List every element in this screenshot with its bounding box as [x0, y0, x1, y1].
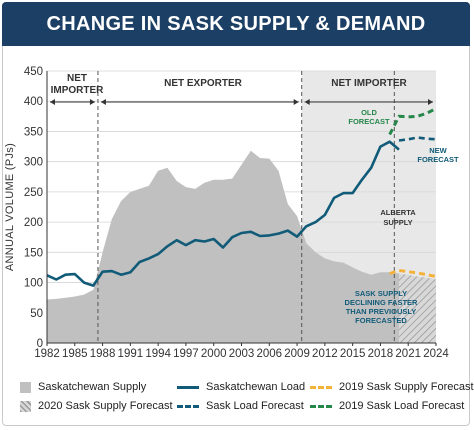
legend-label: Saskatchewan Load [206, 381, 306, 393]
legend-label: 2020 Sask Supply Forecast [38, 400, 173, 412]
annotation-supply-declining: SASK SUPPLY [355, 289, 407, 298]
legend-item-supply-forecast-2020: 2020 Sask Supply Forecast [20, 400, 173, 412]
x-tick-label: 2009 [284, 348, 310, 360]
annotation-supply-declining: THAN PREVIOUSLY [346, 307, 417, 316]
arrow-head [89, 99, 95, 105]
annotation-alberta-supply: ALBERTA [380, 208, 416, 217]
legend-item-supply: Saskatchewan Supply [20, 381, 146, 393]
x-tick-label: 1982 [34, 348, 60, 360]
x-tick-label: 2021 [395, 348, 421, 360]
annotation-old-forecast: FORECAST [348, 117, 390, 126]
legend-swatch-supply-forecast-2019 [310, 385, 332, 389]
series-line-sask-load [46, 140, 400, 287]
y-tick-label: 100 [24, 278, 43, 290]
phase-label-net-exporter: NET EXPORTER [164, 78, 243, 89]
arrow-head [293, 99, 299, 105]
legend-label: Sask Load Forecast [206, 400, 304, 412]
phase-label-net-importer-early: IMPORTER [51, 85, 105, 96]
x-tick-label: 1994 [145, 348, 171, 360]
phase-label-net-importer-late: NET IMPORTER [331, 78, 407, 89]
legend-label: 2019 Sask Supply Forecast [339, 381, 474, 393]
series-area-2020-supply-forecast [399, 273, 436, 343]
y-tick-label: 350 [24, 126, 43, 138]
annotation-old-forecast: OLD [361, 108, 377, 117]
x-tick-label: 1991 [118, 348, 144, 360]
y-tick-label: 50 [30, 308, 43, 320]
annotation-alberta-supply: SUPPLY [383, 218, 412, 227]
x-tick-label: 2024 [423, 348, 449, 360]
y-tick-label: 400 [24, 96, 43, 108]
legend-item-load: Saskatchewan Load [177, 381, 305, 393]
arrow-head [100, 99, 106, 105]
x-tick-label: 2006 [256, 348, 282, 360]
phase-label-net-importer-early: NET [67, 73, 87, 84]
legend-item-supply-forecast-2019: 2019 Sask Supply Forecast [310, 381, 474, 393]
legend-item-load-forecast: Sask Load Forecast [177, 400, 304, 412]
y-tick-label: 300 [24, 157, 43, 169]
y-axis-label: ANNUAL VOLUME (PJs) [4, 143, 16, 271]
arrow-head [304, 99, 310, 105]
y-tick-label: 150 [24, 247, 43, 259]
x-tick-label: 2000 [201, 348, 227, 360]
arrow-head [428, 99, 433, 105]
legend-swatch-load-forecast [177, 404, 199, 408]
annotation-supply-declining: FORECASTED [355, 316, 407, 325]
legend-swatch-supply [20, 381, 31, 393]
arrow-head [50, 99, 55, 105]
x-tick-label: 1997 [173, 348, 199, 360]
x-tick-label: 1988 [90, 348, 116, 360]
annotation-supply-declining: DECLINING FASTER [345, 298, 419, 307]
x-tick-label: 1985 [62, 348, 88, 360]
y-tick-label: 450 [24, 66, 43, 78]
legend-item-load-forecast-2019: 2019 Sask Load Forecast [310, 400, 464, 412]
chart-title: CHANGE IN SASK SUPPLY & DEMAND [2, 2, 470, 46]
legend-label: Saskatchewan Supply [38, 381, 147, 393]
y-tick-label: 200 [24, 217, 43, 229]
series-line-2019-load-forecast [388, 107, 437, 136]
legend-swatch-hatch [20, 400, 31, 412]
x-tick-label: 2012 [312, 348, 338, 360]
x-tick-label: 2018 [368, 348, 394, 360]
x-tick-label: 2003 [229, 348, 255, 360]
chart-legend: Saskatchewan Supply Saskatchewan Load 20… [20, 378, 474, 424]
legend-label: 2019 Sask Load Forecast [339, 400, 465, 412]
legend-swatch-load-forecast-2019 [310, 404, 332, 408]
x-tick-label: 2015 [340, 348, 366, 360]
y-tick-label: 250 [24, 187, 43, 199]
y-tick-label: 0 [37, 338, 43, 350]
legend-swatch-load [177, 385, 199, 389]
series-line-2019-supply-forecast [389, 269, 437, 278]
series-line-sask-load-forecast [398, 136, 437, 142]
annotation-new-forecast: NEW [429, 146, 447, 155]
annotation-new-forecast: FORECAST [417, 155, 459, 164]
